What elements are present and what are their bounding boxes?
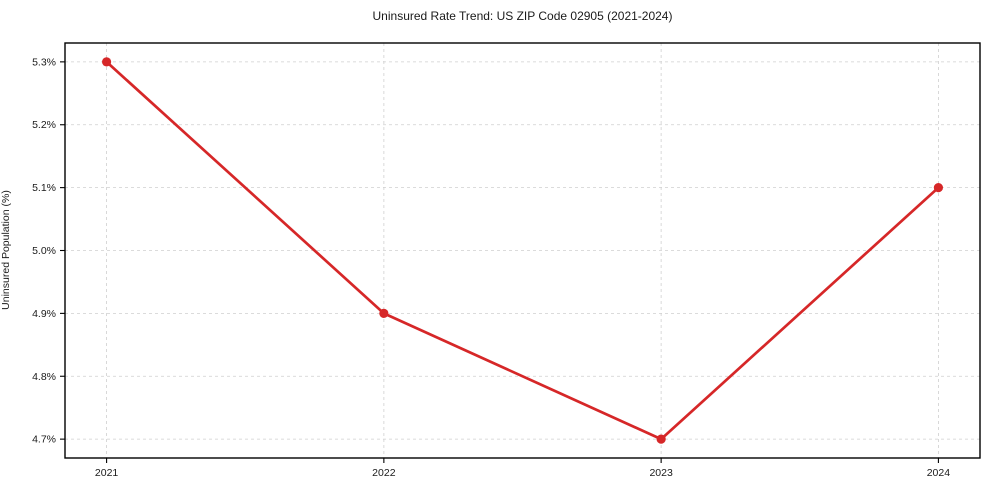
y-tick-label: 4.9% [32, 308, 56, 320]
y-tick-label: 5.0% [32, 245, 56, 257]
y-tick-label: 4.7% [32, 434, 56, 446]
y-tick-label: 5.3% [32, 56, 56, 68]
x-tick-label: 2021 [95, 467, 119, 479]
y-tick-label: 5.1% [32, 182, 56, 194]
x-tick-label: 2023 [649, 467, 673, 479]
plot-border [64, 42, 981, 459]
chart-title: Uninsured Rate Trend: US ZIP Code 02905 … [372, 9, 673, 23]
y-tick-label: 4.8% [32, 371, 56, 383]
data-point-2023 [656, 434, 666, 444]
trend-line [105, 60, 940, 441]
x-tick-label: 2022 [372, 467, 396, 479]
data-point-2022 [379, 308, 389, 318]
x-tick-label: 2024 [927, 467, 951, 479]
data-point-2024 [933, 183, 944, 193]
data-point-2021 [101, 57, 112, 67]
y-tick-label: 5.2% [32, 119, 56, 131]
